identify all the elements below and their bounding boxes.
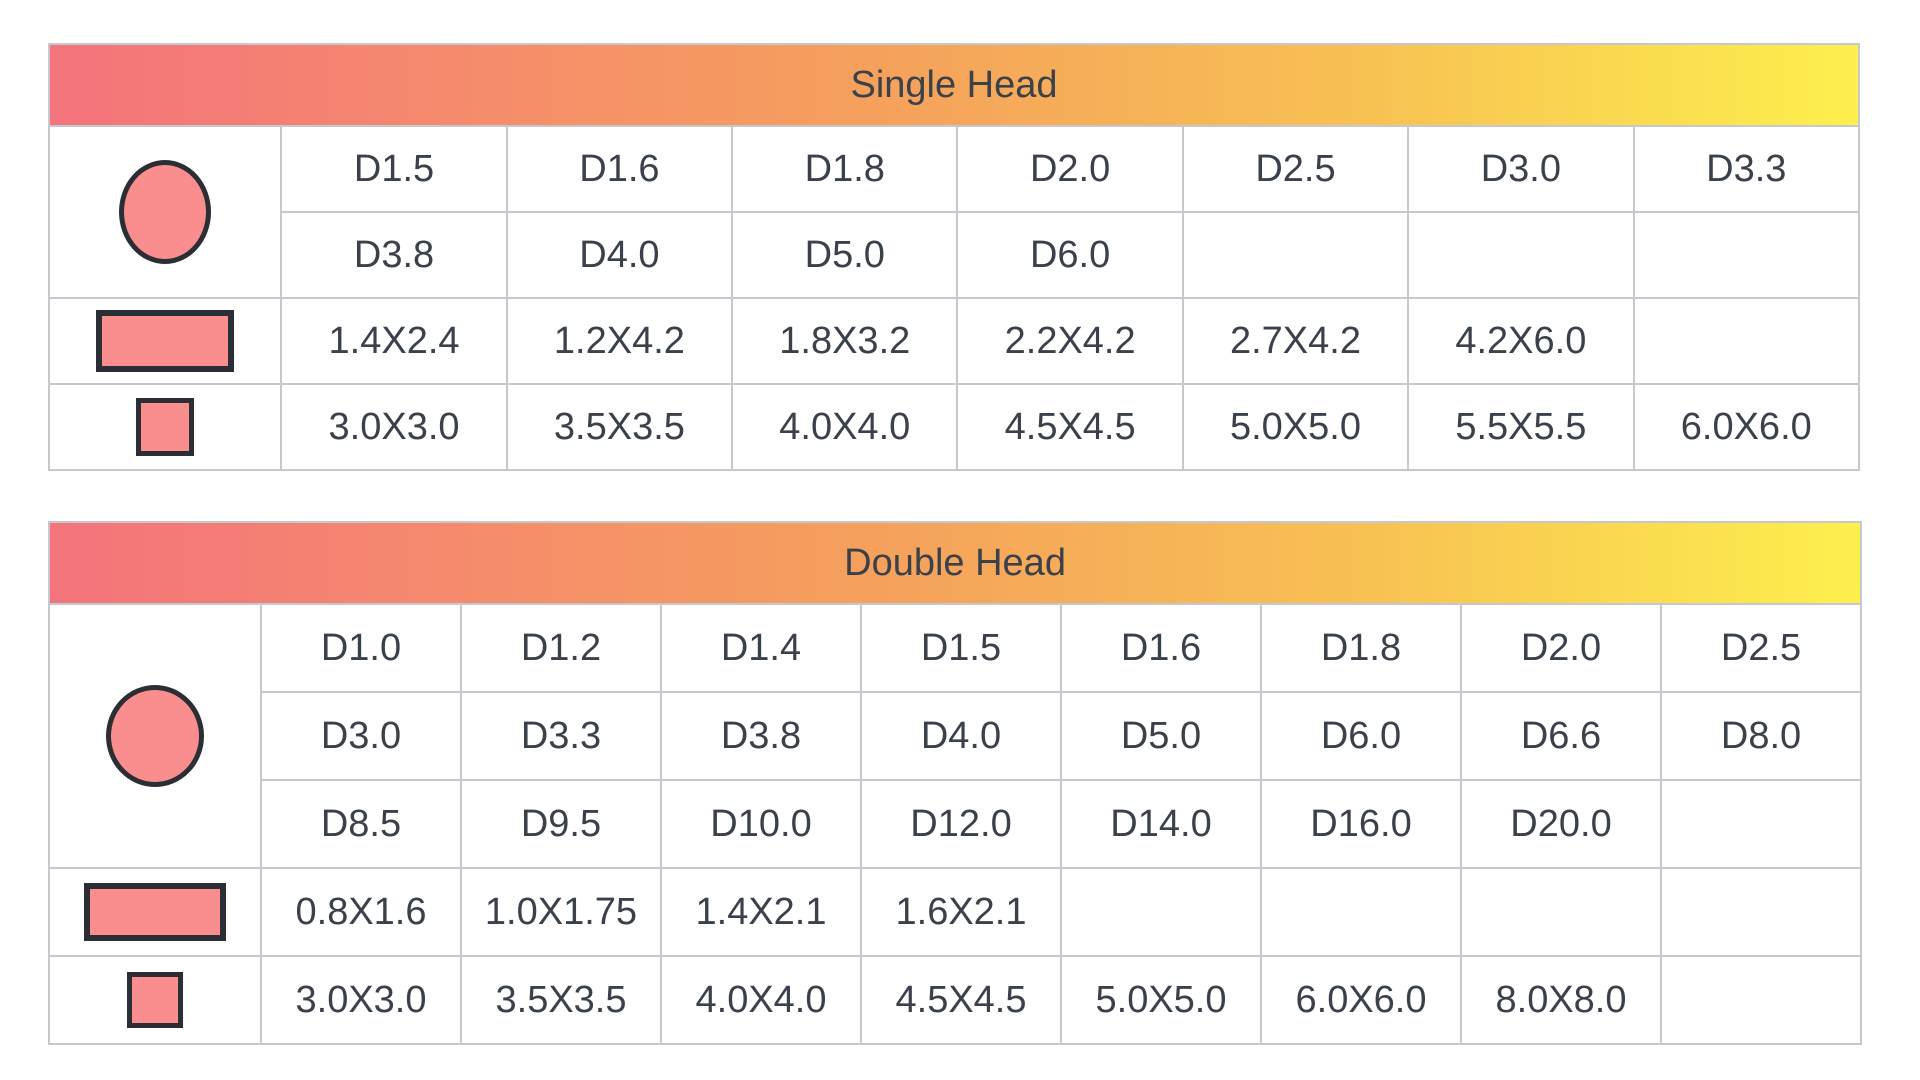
table-cell: 0.8X1.6 [260,867,462,957]
table-cell: 5.5X5.5 [1407,383,1635,471]
table-cell: D1.6 [1060,603,1262,693]
table-cell: D3.3 [1632,125,1861,213]
table-cell: 4.5X4.5 [956,383,1184,471]
table-cell: 1.0X1.75 [460,867,662,957]
table-cell [1659,955,1863,1045]
table-cell: D1.8 [731,125,959,213]
single-head-table: Single Head D1.5 D1.6 D1.8 D2.0 D2.5 D3.… [47,43,1861,471]
shape-cell [48,603,262,869]
table-cell [1632,297,1861,385]
table-cell: 3.5X3.5 [460,955,662,1045]
table-cell [1181,211,1410,299]
double-head-table: Double Head D1.0 D1.2 D1.4 D1.5 D1.6 D1.… [47,521,1863,1045]
table-cell: D8.5 [260,779,462,869]
table-cell: 4.5X4.5 [860,955,1062,1045]
shape-cell [47,125,283,299]
table-cell: D4.0 [860,691,1062,781]
table-cell: D6.0 [1260,691,1462,781]
table-title: Double Head [47,521,1863,605]
square-icon [127,972,183,1028]
circle-icon [106,685,204,787]
table-cell: 2.2X4.2 [956,297,1184,385]
table-cell: D4.0 [505,211,734,299]
table-cell: D1.2 [460,603,662,693]
table-cell [1659,867,1863,957]
shape-cell [47,383,283,471]
table-cell [1460,867,1662,957]
table-cell: D3.8 [660,691,862,781]
table-cell: 1.4X2.1 [660,867,862,957]
table-cell: 1.4X2.4 [280,297,508,385]
table-cell: D2.0 [956,125,1184,213]
table-cell: 1.2X4.2 [505,297,734,385]
table-cell [1260,867,1462,957]
rectangle-icon [84,883,226,941]
table-cell: D3.0 [1407,125,1635,213]
table-cell: D8.0 [1659,691,1863,781]
table-cell: 4.2X6.0 [1407,297,1635,385]
table-cell: 6.0X6.0 [1632,383,1861,471]
table-cell: 3.0X3.0 [280,383,508,471]
table-cell: D1.8 [1260,603,1462,693]
table-cell: 3.0X3.0 [260,955,462,1045]
table-cell: D1.5 [280,125,508,213]
table-cell: D20.0 [1460,779,1662,869]
table-spacer [48,471,1860,521]
table-cell: D1.5 [860,603,1062,693]
table-title: Single Head [48,43,1860,127]
table-cell [1060,867,1262,957]
table-cell: D1.6 [505,125,734,213]
table-cell: D5.0 [731,211,959,299]
shape-cell [48,955,262,1045]
table-cell: D3.8 [280,211,508,299]
table-cell: D10.0 [660,779,862,869]
table-cell: D16.0 [1260,779,1462,869]
table-cell: D2.5 [1181,125,1410,213]
table-cell: D3.3 [460,691,662,781]
table-cell: D5.0 [1060,691,1262,781]
table-cell: D3.0 [260,691,462,781]
table-cell: D6.0 [956,211,1184,299]
circle-icon [119,160,212,264]
table-cell: D2.0 [1460,603,1662,693]
square-icon [136,398,195,456]
table-cell [1407,211,1635,299]
table-cell: 6.0X6.0 [1260,955,1462,1045]
table-cell: 8.0X8.0 [1460,955,1662,1045]
table-cell: D1.4 [660,603,862,693]
table-cell: 3.5X3.5 [505,383,734,471]
table-cell: D14.0 [1060,779,1262,869]
table-cell: D6.6 [1460,691,1662,781]
table-cell: 1.8X3.2 [731,297,959,385]
shape-cell [48,867,262,957]
table-cell: D2.5 [1659,603,1863,693]
table-cell: 4.0X4.0 [731,383,959,471]
table-cell: 1.6X2.1 [860,867,1062,957]
table-cell: 5.0X5.0 [1060,955,1262,1045]
table-cell: D9.5 [460,779,662,869]
table-cell: 4.0X4.0 [660,955,862,1045]
rectangle-icon [96,310,235,372]
table-cell: 5.0X5.0 [1181,383,1410,471]
shape-cell [47,297,283,385]
page: Single Head D1.5 D1.6 D1.8 D2.0 D2.5 D3.… [47,43,1863,1045]
table-cell: D1.0 [260,603,462,693]
table-cell [1659,779,1863,869]
table-cell: 2.7X4.2 [1181,297,1410,385]
table-cell [1632,211,1861,299]
table-cell: D12.0 [860,779,1062,869]
